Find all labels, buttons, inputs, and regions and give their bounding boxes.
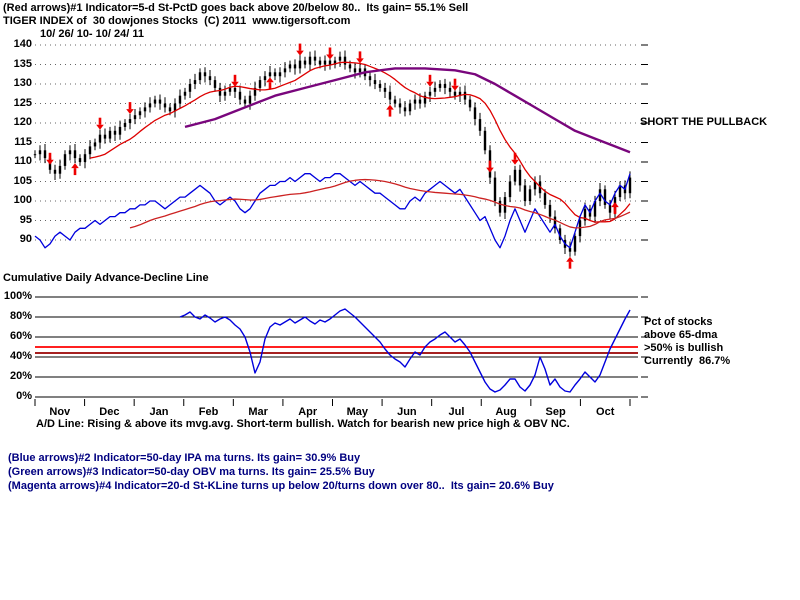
price-axis-label: 105 [13,174,32,187]
month-axis-label: Feb [198,406,219,418]
pct-note-line2: above 65-dma [644,329,718,341]
month-axis-label: Oct [596,406,615,418]
pct-axis-label: 60% [9,330,32,342]
price-axis-label: 140 [13,38,32,50]
price-axis-label: 90 [19,233,32,245]
short-pullback-note: SHORT THE PULLBACK [640,116,768,128]
chart-title: TIGER INDEX of 30 dowjones Stocks (C) 20… [3,15,351,27]
price-axis-label: 110 [14,155,32,167]
month-axis-label: Jun [397,406,417,418]
date-range: 10/ 26/ 10- 10/ 24/ 11 [40,28,144,40]
month-axis-label: Dec [99,406,120,418]
month-axis-label: Nov [49,406,71,418]
ad-line-comment: A/D Line: Rising & above its mvg.avg. Sh… [36,418,570,430]
ad-line-caption: Cumulative Daily Advance-Decline Line [3,272,209,284]
price-axis-label: 130 [13,77,32,89]
indicator2-summary: (Blue arrows)#2 Indicator=50-day IPA ma … [8,452,361,464]
month-axis-label: Sep [545,406,566,418]
pct-note-line3: >50% is bullish [644,342,724,354]
pct-axis-label: 100% [3,290,32,302]
indicator1-summary: (Red arrows)#1 Indicator=5-d St-PctD goe… [3,2,469,14]
price-axis-label: 95 [19,213,32,226]
month-axis-label: Mar [248,406,268,418]
month-axis-label: Jan [149,406,169,418]
price-axis-label: 100 [13,194,32,206]
pct-note-current: Currently 86.7% [644,355,731,367]
indicator4-summary: (Magenta arrows)#4 Indicator=20-d St-KLi… [8,480,554,492]
pct-axis-label: 20% [9,370,32,382]
pct-axis-label: 80% [9,310,32,322]
pct-note-line1: Pct of stocks [644,316,713,328]
price-axis-label: 125 [13,96,32,109]
month-axis-label: Jul [448,406,465,418]
pct-axis-label: 0% [16,390,32,402]
pct-axis-label: 40% [9,350,32,362]
month-axis-label: May [346,406,368,418]
price-axis-label: 120 [13,116,32,128]
month-axis-label: Aug [495,406,517,418]
month-axis-label: Apr [298,406,318,418]
indicator3-summary: (Green arrows)#3 Indicator=50-day OBV ma… [8,466,375,478]
price-axis-label: 135 [13,57,32,70]
price-axis-label: 115 [14,135,32,148]
